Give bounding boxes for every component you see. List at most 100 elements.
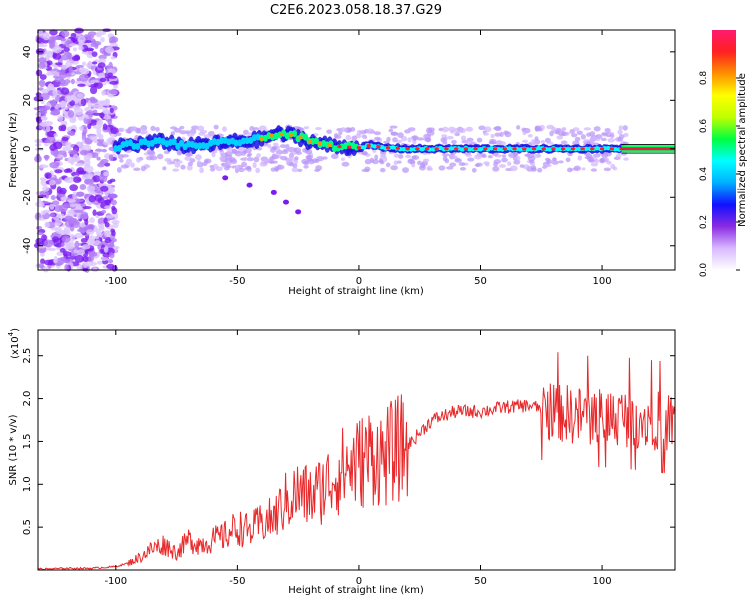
snr-y-tick-label: 1.0 [22,476,33,492]
spectrogram-noise-point [92,138,98,143]
spectrogram-noise-point [77,228,86,233]
spectrogram-noise-point [185,130,190,135]
spectrogram-noise-point [121,154,129,158]
spectrogram-noise-point [49,203,55,210]
snr-x-tick-label: -50 [229,576,245,587]
spectrogram-noise-point [584,156,592,160]
spectrogram-noise-point [534,126,539,132]
spectrogram-noise-point [57,115,64,122]
spectrogram-ridge [112,125,675,157]
spectrogram-ridge-peak [366,144,371,148]
spectrogram-y-tick-label: 40 [22,45,33,58]
spectrogram-noise-point [49,71,60,76]
spectrogram-noise-point [61,30,70,38]
spectrogram-noise-point [572,127,580,132]
spectrogram-noise-point [80,98,87,107]
spectrogram-noise-point [333,132,339,139]
spectrogram-noise-point [101,209,107,214]
spectrogram-ridge-peak [278,132,284,136]
spectrogram-ridge-core [135,142,141,150]
spectrogram-noise-point [89,86,98,95]
spectrogram-noise-point [99,222,105,230]
spectrogram-noise-point [303,160,310,166]
spectrogram-noise-point [38,262,44,269]
spectrogram-noise-point [253,127,260,131]
colorbar-tick-label: 0.2 [699,215,709,229]
spectrogram-noise-point [373,131,381,136]
spectrogram-noise-point [493,126,501,131]
spectrogram-noise-point [490,133,495,139]
spectrogram-ridge-peak [599,147,605,151]
spectrogram-noise-point [80,214,88,220]
spectrogram-noise-point [49,29,58,36]
spectrogram-noise-point [558,160,564,164]
spectrogram-noise-point [252,162,257,169]
spectrogram-noise-point [565,157,571,163]
spectrogram-noise-point [450,155,458,159]
spectrogram-noise-point [341,161,350,167]
spectrogram-noise-point [592,153,601,158]
spectrogram-noise-point [38,164,49,169]
spectrogram-noise-point [179,125,185,130]
colorbar-tick-label: 0.6 [699,119,709,134]
spectrogram-noise-point [79,184,87,191]
spectrogram-noise-point [89,178,94,185]
spectrogram-noise-point [77,83,86,87]
spectrogram-noise-point [577,155,583,161]
snr-y-tick-label: 2.0 [22,391,33,407]
spectrogram-noise-point [344,127,352,133]
spectrogram-noise-point [379,160,385,165]
spectrogram-noise-point [55,62,63,66]
spectrogram-ridge-core [448,146,454,151]
spectrogram-noise-point [179,130,187,135]
spectrogram-noise-point [617,129,623,135]
spectrogram-noise-point [305,155,311,160]
spectrogram-noise-point [78,73,89,82]
spectrogram-noise-point [68,66,73,74]
spectrogram-noise-point [441,134,448,138]
spectrogram-noise-point [405,154,412,159]
spectrogram-noise-point [38,57,47,64]
spectrogram-noise-point [104,98,110,103]
snr-scale-factor: (x104) [7,328,21,359]
spectrogram-noise-point [67,156,77,164]
spectrogram-noise-point [275,149,283,155]
spectrogram-noise-point [42,32,51,41]
spectrogram-noise-point [40,178,49,187]
spectrogram-noise-point [269,147,277,153]
spectrogram-ridge-peak [560,147,566,151]
spectrogram-noise-point [522,129,527,136]
spectrogram-noise-point [234,151,243,157]
spectrogram-noise-point [68,43,77,47]
spectrogram-ridge-peak [385,146,391,150]
spectrogram-noise-point [269,156,276,160]
spectrogram-noise-point [89,217,95,224]
spectrogram-noise-point [42,266,49,273]
spectrogram-ridge-peak [298,136,303,140]
spectrogram-noise-point [238,167,245,173]
spectrogram-noise-point [61,106,69,111]
spectrogram-noise-point [38,29,44,37]
spectrogram-noise-point [54,104,60,110]
spectrogram-ridge-core [127,139,133,147]
spectrogram-noise-point [67,149,78,155]
spectrogram-noise-point [57,230,68,235]
snr-x-tick-label: 50 [474,576,487,587]
spectrogram-noise-point [540,139,545,144]
spectrogram-noise-point [49,179,56,186]
spectrogram-noise-point [88,195,97,203]
spectrogram-noise-point [86,50,94,59]
spectrogram-noise-point [576,130,583,135]
spectrogram-noise-point [101,148,107,153]
spectrogram-noise-point [62,251,72,257]
spectrogram-noise-point [104,205,112,210]
spectrogram-noise-point [247,152,253,157]
spectrogram-noise-point [623,157,629,161]
spectrogram-noise-point [374,154,379,161]
spectrogram-noise-point [112,222,119,229]
spectrogram-noise-point [444,158,450,164]
spectrogram-noise-point [136,157,141,163]
snr-x-tick-label: 100 [593,576,612,587]
spectrogram-noise-point [451,139,457,145]
spectrogram-noise-point [41,210,47,216]
